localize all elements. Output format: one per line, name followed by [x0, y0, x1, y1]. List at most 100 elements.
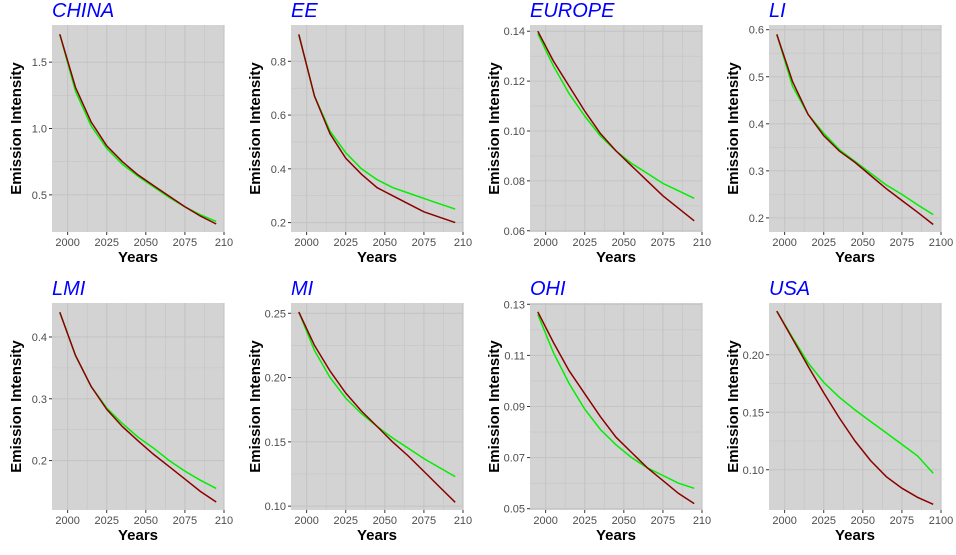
plot-background: [291, 303, 463, 510]
x-tick-label: 210: [454, 515, 472, 527]
y-tick-label: 0.5: [749, 72, 764, 84]
y-tick-label: 0.05: [504, 504, 525, 516]
chart-panel-ee: EE 2000 2025 2050 2075 210 0.2 0.4 0.6 0.8 Years Em…: [239, 0, 478, 277]
plot-svg: 2000 2025 2050 2075 210 0.06 0.08 0.10 0.12 0.14 Y…: [486, 25, 711, 266]
x-tick-label: 210: [693, 515, 711, 527]
x-tick-label: 2075: [890, 237, 914, 249]
plot-svg: 2000 2025 2050 2075 210 0.10 0.15 0.20 0.25 Years…: [247, 303, 472, 544]
x-tick-label: 2075: [651, 515, 675, 527]
plot-background: [769, 303, 941, 510]
y-tick-label: 0.2: [32, 456, 47, 468]
x-tick-label: 2050: [373, 237, 397, 249]
y-axis-title: Emission Intensity: [486, 340, 503, 473]
y-tick-label: 0.13: [504, 299, 525, 311]
y-tick-label: 0.6: [749, 25, 764, 37]
panel-title: CHINA: [52, 0, 115, 22]
x-tick-label: 2050: [373, 515, 397, 527]
x-tick-label: 2025: [811, 515, 835, 527]
x-tick-label: 2100: [929, 237, 953, 249]
y-axis-title: Emission Intensity: [486, 62, 503, 195]
y-axis-title: Emission Intensity: [8, 340, 25, 473]
chart-panel-mi: MI 2000 2025 2050 2075 210 0.10 0.15 0.20 0.25 Yea…: [239, 278, 478, 555]
y-tick-label: 0.10: [504, 126, 525, 138]
y-tick-label: 0.4: [32, 332, 47, 344]
series-line-darkred: [59, 312, 217, 503]
y-axis-title: Emission Intensity: [725, 340, 742, 473]
y-tick-label: 0.4: [749, 119, 764, 131]
x-tick-label: 2075: [651, 237, 675, 249]
panel-title: OHI: [530, 278, 566, 300]
x-tick-label: 2050: [851, 515, 875, 527]
series-line-green: [537, 314, 695, 490]
x-tick-label: 210: [454, 237, 472, 249]
plot-svg: 2000 2025 2050 2075 2100 0.2 0.3 0.4 0.5 0.6 Years…: [725, 25, 953, 266]
x-tick-label: 2025: [94, 237, 118, 249]
y-tick-label: 0.20: [265, 373, 286, 385]
x-tick-label: 2000: [533, 237, 557, 249]
plot-svg: 2000 2025 2050 2075 2100 0.10 0.15 0.20 Years Emi…: [725, 303, 953, 544]
y-axis-title: Emission Intensity: [725, 62, 742, 195]
y-axis-title: Emission Intensity: [8, 62, 25, 195]
x-tick-label: 2050: [134, 515, 158, 527]
panel-title: EUROPE: [530, 0, 615, 22]
y-tick-label: 1.0: [32, 124, 47, 136]
chart-panel-china: CHINA 2000 2025 2050 2075 210 0.5 1.0 1.5 Years Em…: [0, 0, 239, 277]
x-tick-label: 2000: [294, 237, 318, 249]
x-axis-title: Years: [596, 527, 636, 544]
x-axis-title: Years: [596, 249, 636, 266]
chart-panel-ohi: OHI 2000 2025 2050 2075 210 0.05 0.07 0.09 0.11 0.…: [478, 278, 717, 555]
series-line-darkred: [298, 34, 456, 224]
panel-title: EE: [291, 0, 318, 22]
chart-panel-lmi: LMI 2000 2025 2050 2075 210 0.2 0.3 0.4 Years Emis…: [0, 278, 239, 555]
x-tick-label: 2075: [890, 515, 914, 527]
series-line-darkred: [59, 34, 217, 225]
x-tick-label: 2025: [811, 237, 835, 249]
x-tick-label: 2000: [772, 515, 796, 527]
y-tick-label: 0.3: [749, 166, 764, 178]
y-tick-label: 0.6: [271, 110, 286, 122]
x-tick-label: 210: [693, 237, 711, 249]
series-line-darkred: [537, 30, 695, 222]
x-tick-label: 2050: [612, 515, 636, 527]
y-tick-label: 0.5: [32, 190, 47, 202]
series-line-darkred: [537, 311, 695, 505]
x-tick-label: 2075: [412, 515, 436, 527]
y-tick-label: 0.15: [743, 407, 764, 419]
y-tick-label: 0.2: [749, 213, 764, 225]
series-line-darkred: [298, 311, 456, 503]
x-tick-label: 2025: [572, 237, 596, 249]
x-tick-label: 2000: [294, 515, 318, 527]
plot-svg: 2000 2025 2050 2075 210 0.5 1.0 1.5 Years Emissio…: [8, 25, 233, 266]
y-tick-label: 0.3: [32, 394, 47, 406]
x-tick-label: 2050: [612, 237, 636, 249]
x-tick-label: 2075: [412, 237, 436, 249]
y-tick-label: 0.25: [265, 308, 286, 320]
plot-background: [530, 25, 702, 232]
y-tick-label: 0.15: [265, 437, 286, 449]
y-axis-title: Emission Intensity: [247, 62, 264, 195]
x-tick-label: 2050: [134, 237, 158, 249]
y-tick-label: 0.14: [504, 26, 525, 38]
x-tick-label: 2000: [55, 237, 79, 249]
plot-background: [291, 25, 463, 232]
panel-title: LMI: [52, 278, 86, 300]
x-tick-label: 2000: [772, 237, 796, 249]
x-axis-title: Years: [118, 527, 158, 544]
plot-svg: 2000 2025 2050 2075 210 0.2 0.3 0.4 Years Emissio…: [8, 303, 233, 544]
x-tick-label: 2025: [94, 515, 118, 527]
chart-panel-usa: USA 2000 2025 2050 2075 2100 0.10 0.15 0.20 Years…: [717, 278, 956, 555]
series-line-green: [776, 310, 934, 474]
x-tick-label: 2075: [173, 515, 197, 527]
panel-title: MI: [291, 278, 314, 300]
chart-panel-li: LI 2000 2025 2050 2075 2100 0.2 0.3 0.4 0.5 0.6 Yea…: [717, 0, 956, 277]
x-tick-label: 2025: [572, 515, 596, 527]
x-tick-label: 2075: [173, 237, 197, 249]
y-axis-title: Emission Intensity: [247, 340, 264, 473]
x-tick-label: 2050: [851, 237, 875, 249]
y-tick-label: 0.06: [504, 226, 525, 238]
y-tick-label: 0.12: [504, 76, 525, 88]
y-tick-label: 0.10: [743, 465, 764, 477]
y-tick-label: 0.11: [504, 350, 525, 362]
series-line-darkred: [776, 310, 934, 505]
